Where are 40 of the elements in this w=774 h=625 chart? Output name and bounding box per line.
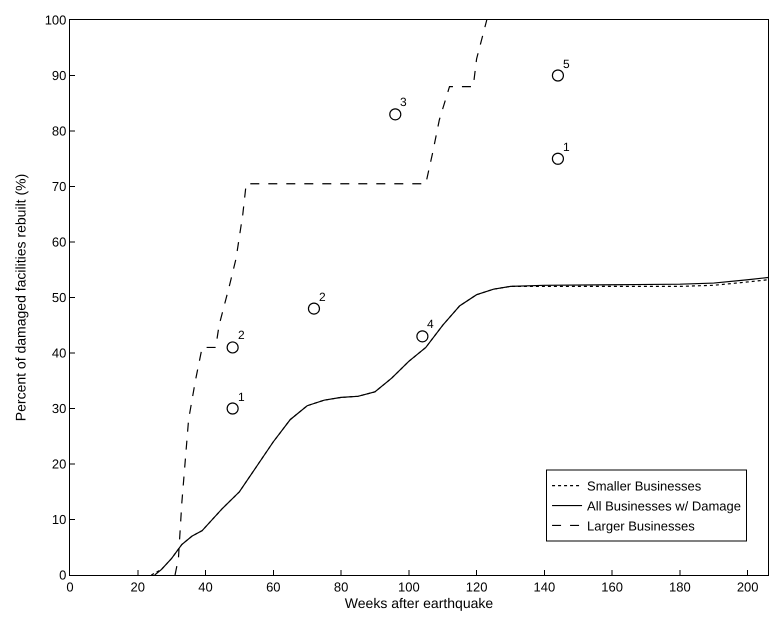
point bbox=[226, 341, 239, 354]
x-tick-label: 200 bbox=[736, 580, 759, 595]
annotation: 1 bbox=[238, 390, 245, 404]
point bbox=[552, 69, 564, 82]
x-tick-label: 80 bbox=[334, 580, 348, 595]
legend-label: Larger Businesses bbox=[587, 518, 696, 534]
y-tick-label: 20 bbox=[52, 456, 66, 472]
x-tick-label: 140 bbox=[534, 580, 556, 595]
y-tick-label: 50 bbox=[52, 290, 66, 306]
annotation: 4 bbox=[427, 317, 434, 331]
annotation: 1 bbox=[563, 140, 570, 154]
annotation: 2 bbox=[319, 290, 326, 304]
y-tick-label: 40 bbox=[52, 346, 66, 361]
y-tick-label: 60 bbox=[52, 234, 66, 250]
x-tick-label: 20 bbox=[130, 580, 146, 595]
point bbox=[552, 152, 564, 165]
x-tick-label: 100 bbox=[398, 580, 420, 595]
y-tick-label: 70 bbox=[52, 179, 66, 194]
y-tick-label: 100 bbox=[44, 12, 66, 28]
y-axis-title: Percent of damaged facilities rebuilt (%) bbox=[12, 174, 28, 422]
point bbox=[416, 330, 428, 342]
point bbox=[389, 108, 402, 120]
x-tick-label: 120 bbox=[466, 580, 488, 595]
y-tick-label: 0 bbox=[59, 568, 66, 583]
x-tick-label: 40 bbox=[198, 580, 213, 595]
annotation: 3 bbox=[400, 95, 407, 109]
x-tick-label: 160 bbox=[601, 580, 623, 595]
point bbox=[226, 402, 239, 415]
y-tick-label: 10 bbox=[52, 512, 66, 528]
legend-label: Smaller Businesses bbox=[587, 478, 702, 494]
y-tick-label: 90 bbox=[52, 68, 66, 84]
annotation: 2 bbox=[238, 328, 245, 342]
x-tick-label: 60 bbox=[266, 580, 281, 595]
point bbox=[308, 302, 320, 315]
y-tick-label: 30 bbox=[52, 401, 66, 416]
y-tick-label: 80 bbox=[52, 124, 66, 139]
x-tick-label: 180 bbox=[669, 580, 691, 595]
x-axis-title: Weeks after earthquake bbox=[344, 594, 494, 611]
annotation: 5 bbox=[563, 57, 570, 71]
legend-label: All Businesses w/ Damage bbox=[587, 498, 741, 514]
